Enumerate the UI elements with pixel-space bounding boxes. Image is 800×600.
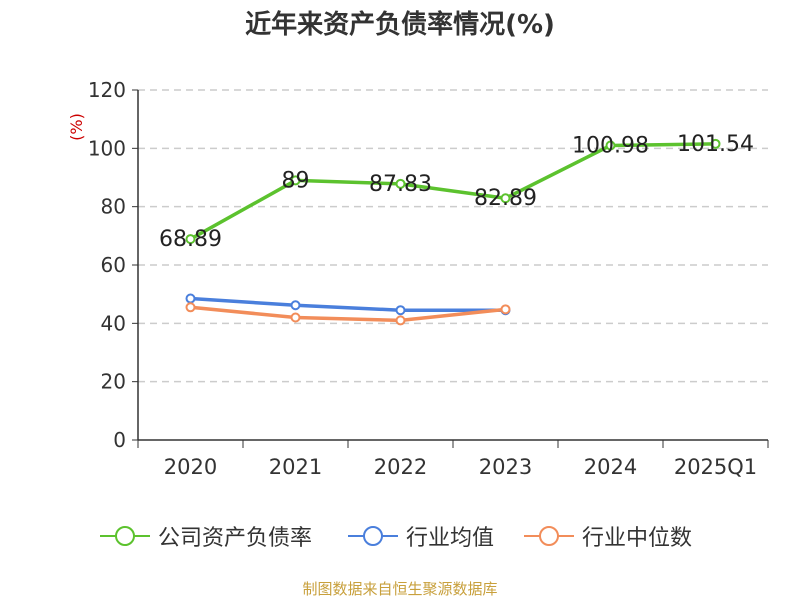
- grid-lines: [138, 89, 768, 383]
- legend-mean-marker-icon: [348, 526, 398, 546]
- y-tick-label-80: 80: [101, 195, 126, 219]
- point-0-4: [605, 140, 616, 151]
- point-0-2: [395, 178, 406, 189]
- series-line-2: [190, 305, 506, 323]
- point-1-2: [395, 305, 406, 316]
- x-tick-label-2025Q1: 2025Q1: [674, 455, 757, 479]
- data-label-0: 68.89: [159, 227, 222, 252]
- y-tick-label-20: 20: [101, 370, 126, 394]
- point-0-0: [185, 234, 196, 245]
- x-tick-label-2024: 2024: [584, 455, 637, 479]
- data-label-1: 89: [282, 168, 310, 193]
- series-lines: [185, 138, 721, 326]
- y-tick-label-40: 40: [101, 311, 126, 335]
- x-tick-label-2020: 2020: [164, 455, 217, 479]
- axes: 0 20 40 60 80 100 120 2020 2021 2022 2023 2024 2025Q…: [88, 78, 769, 479]
- y-tick-label-60: 60: [101, 253, 126, 277]
- point-1-0: [185, 293, 196, 304]
- legend-label-company: 公司资产负债率: [158, 526, 313, 551]
- legend-label-industry-mean: 行业均值: [406, 526, 495, 551]
- data-label-2: 87.83: [369, 172, 432, 197]
- point-0-5: [710, 138, 721, 149]
- x-tick-label-2022: 2022: [374, 455, 427, 479]
- point-0-1: [290, 175, 301, 186]
- y-tick-label-120: 120: [88, 78, 126, 102]
- y-tick-label-0: 0: [113, 428, 126, 452]
- series-line-0: [189, 142, 716, 241]
- x-tick-label-2021: 2021: [269, 455, 322, 479]
- y-axis-label: (%): [67, 113, 86, 141]
- y-tick-label-100: 100: [88, 136, 126, 160]
- data-label-3: 82.89: [474, 186, 537, 211]
- legend-item-company[interactable]: 公司资产负债率: [100, 520, 312, 552]
- point-0-3: [500, 193, 511, 204]
- legend-company-marker-icon: [100, 526, 150, 546]
- point-2-3: [500, 304, 511, 315]
- chart-title: 近年来资产负债率情况(%): [245, 10, 555, 40]
- point-2-1: [290, 312, 301, 323]
- data-label-4: 100.98: [572, 133, 649, 158]
- data-labels: 68.89 89 87.83 82.89 100.98 101.54: [159, 132, 754, 252]
- data-label-5: 101.54: [677, 132, 754, 157]
- legend-item-industry-median[interactable]: 行业中位数: [524, 520, 692, 552]
- data-source-note: 制图数据来自恒生聚源数据库: [302, 580, 498, 598]
- legend-median-marker-icon: [524, 526, 574, 546]
- point-1-1: [290, 300, 301, 311]
- legend-label-industry-median: 行业中位数: [582, 526, 693, 551]
- x-tick-label-2023: 2023: [479, 455, 532, 479]
- point-2-2: [395, 315, 406, 326]
- point-2-0: [185, 302, 196, 313]
- series-line-1: [190, 296, 506, 312]
- legend-item-industry-mean[interactable]: 行业均值: [348, 520, 494, 552]
